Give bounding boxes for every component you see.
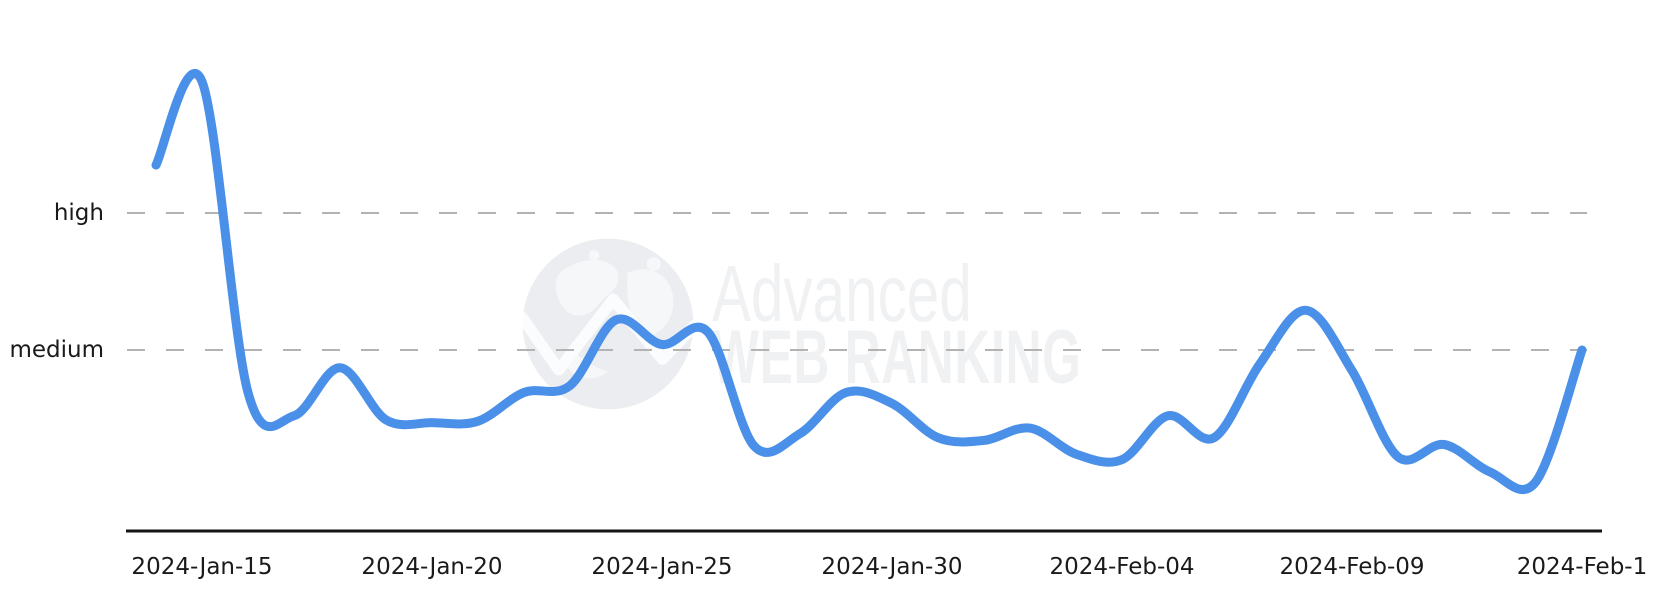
- watermark-text-line1: Advanced: [712, 249, 972, 338]
- watermark-text-line2: WEB RANKING: [712, 315, 1082, 400]
- gridlines: [127, 212, 1587, 351]
- trend-line: [151, 68, 1587, 494]
